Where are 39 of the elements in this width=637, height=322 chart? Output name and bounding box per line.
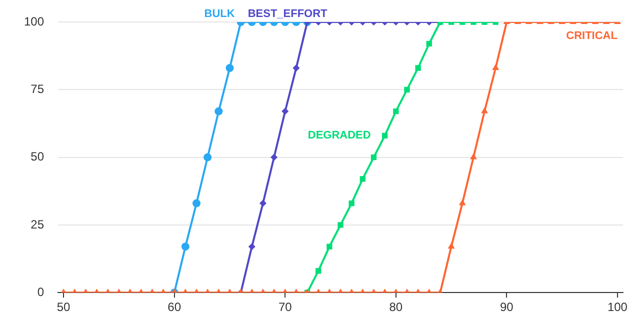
point (270, 154, 278, 161)
y-tick-label: 75 (30, 82, 44, 96)
point (226, 64, 234, 72)
x-tick-label: 100 (607, 300, 628, 314)
point (404, 86, 410, 92)
x-tick-label: 60 (168, 300, 182, 314)
point (292, 64, 300, 72)
point (415, 65, 421, 71)
point (426, 40, 432, 46)
point (448, 242, 455, 249)
point (481, 107, 488, 114)
point (214, 107, 223, 116)
point (458, 199, 466, 206)
point (259, 200, 266, 207)
x-tick-label: 90 (500, 300, 514, 314)
point (382, 132, 388, 138)
point (348, 200, 354, 206)
x-tick-label: 70 (278, 300, 292, 314)
y-tick-label: 0 (37, 284, 44, 299)
y-tick-label: 50 (30, 150, 44, 164)
series-label: BULK (204, 8, 235, 20)
series-label: CRITICAL (566, 30, 618, 42)
point (326, 244, 332, 250)
point (393, 108, 399, 114)
point (470, 153, 477, 160)
point (181, 242, 190, 251)
x-tick-label: 80 (389, 300, 403, 314)
series-label: BEST_EFFORT (248, 8, 328, 20)
y-tick-label: 25 (30, 217, 44, 232)
point (360, 176, 366, 182)
series-label: DEGRADED (308, 130, 371, 142)
point (282, 108, 289, 115)
x-tick-label: 50 (56, 300, 71, 314)
point (248, 243, 256, 250)
point (192, 199, 200, 208)
point (370, 154, 377, 160)
y-tick-label: 100 (24, 14, 44, 28)
point (204, 153, 212, 162)
point (338, 222, 344, 228)
